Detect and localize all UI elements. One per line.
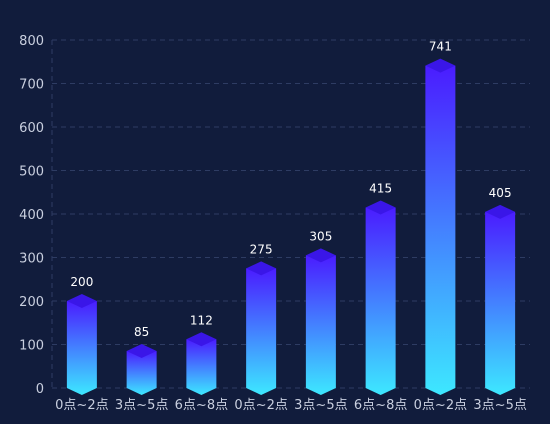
bar-cap xyxy=(66,294,97,308)
bar-group: 85 xyxy=(126,325,157,395)
y-axis: 0 100 200 300 400 500 600 700 800 xyxy=(19,34,44,397)
x-tick-label: 6点~8点 xyxy=(354,398,407,413)
bar xyxy=(246,268,277,395)
bar xyxy=(485,211,516,395)
bars: 200 85 112 275 305 415 741 405 xyxy=(66,40,516,395)
x-tick-label: 0点~2点 xyxy=(55,398,108,413)
x-tick-label: 6点~8点 xyxy=(175,398,228,413)
y-tick-label: 0 xyxy=(36,382,44,397)
bar xyxy=(66,301,97,395)
y-tick-label: 100 xyxy=(19,339,44,354)
bar-group: 405 xyxy=(485,186,516,395)
x-tick-label: 3点~5点 xyxy=(115,398,168,413)
bar-group: 741 xyxy=(425,40,456,395)
bar-group: 200 xyxy=(66,275,97,395)
data-label: 275 xyxy=(250,242,273,256)
y-tick-label: 500 xyxy=(19,165,44,180)
bar-cap xyxy=(365,200,396,215)
y-tick-label: 300 xyxy=(19,252,44,267)
bar-cap xyxy=(425,58,456,73)
y-tick-label: 800 xyxy=(19,34,44,49)
y-tick-label: 600 xyxy=(19,121,44,136)
bar xyxy=(365,207,396,395)
x-axis: 0点~2点 3点~5点 6点~8点 0点~2点 3点~5点 6点~8点 0点~2点 3点~5点 xyxy=(55,398,527,413)
data-label: 741 xyxy=(429,40,452,54)
data-label: 85 xyxy=(134,325,149,339)
grid-lines xyxy=(51,39,530,389)
bar-cap xyxy=(126,344,157,359)
bar xyxy=(126,351,157,395)
bar-cap xyxy=(485,204,516,219)
bar-group: 305 xyxy=(305,229,336,395)
x-tick-label: 0点~2点 xyxy=(234,398,287,413)
data-label: 200 xyxy=(70,275,93,289)
x-tick-label: 0点~2点 xyxy=(414,398,467,413)
data-label: 112 xyxy=(190,313,213,327)
x-tick-label: 3点~5点 xyxy=(294,398,347,413)
bar xyxy=(305,255,336,395)
x-tick-label: 3点~5点 xyxy=(473,398,526,413)
y-tick-label: 400 xyxy=(19,208,44,223)
y-tick-label: 200 xyxy=(19,295,44,310)
data-label: 415 xyxy=(369,181,392,195)
bar-cap xyxy=(186,332,217,347)
bar xyxy=(186,339,217,395)
bar-group: 275 xyxy=(246,242,277,395)
y-tick-label: 700 xyxy=(19,78,44,93)
bar xyxy=(425,65,456,395)
bar-group: 112 xyxy=(186,313,217,395)
data-label: 405 xyxy=(489,186,512,200)
bar-cap xyxy=(305,248,336,263)
bar-group: 415 xyxy=(365,181,396,395)
data-label: 305 xyxy=(309,229,332,243)
bar-cap xyxy=(246,261,277,276)
